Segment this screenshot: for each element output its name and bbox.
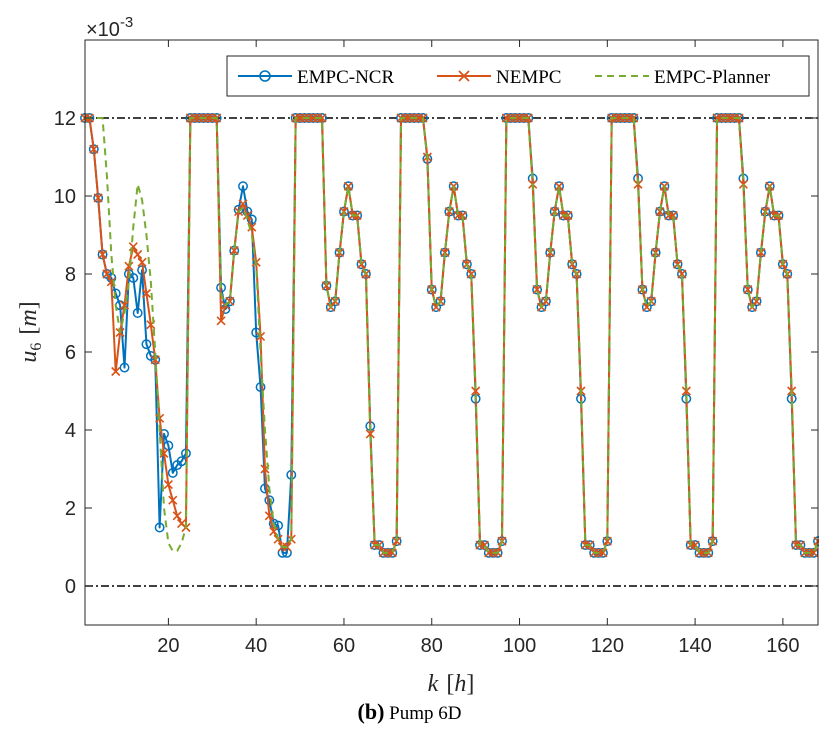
point-1-2 (89, 144, 99, 154)
point-1-166 (809, 548, 819, 558)
point-1-13 (137, 257, 147, 267)
point-1-82 (440, 247, 450, 258)
point-1-134 (668, 210, 678, 221)
point-0-38 (246, 214, 257, 225)
point-1-86 (457, 210, 468, 221)
point-1-136 (677, 269, 687, 279)
point-0-17 (154, 522, 165, 533)
y-tick-label-4: 8 (65, 264, 76, 286)
legend-box (226, 55, 810, 97)
point-1-63 (356, 259, 367, 269)
point-1-19 (163, 480, 173, 490)
plot-background (85, 40, 818, 625)
caption-text: Pump 6D (389, 703, 462, 724)
y-tick-label-0: 0 (65, 576, 76, 598)
point-0-42 (264, 495, 275, 506)
y-multiplier: ×10-3 (86, 14, 133, 41)
point-0-18 (159, 428, 169, 439)
point-1-5 (102, 269, 112, 279)
point-1-10 (124, 261, 134, 271)
point-1-20 (168, 495, 178, 505)
constraint-lines (85, 117, 818, 587)
point-0-14 (141, 339, 152, 350)
point-1-89 (471, 386, 481, 396)
point-1-108 (554, 181, 564, 191)
point-1-70 (387, 548, 397, 558)
point-0-45 (277, 547, 288, 558)
point-1-4 (97, 249, 108, 260)
point-1-3 (93, 193, 103, 203)
x-tick-label-1: 40 (245, 635, 267, 657)
x-axis-label: k [h] (428, 671, 475, 695)
point-1-34 (229, 246, 239, 256)
point-0-12 (132, 308, 143, 318)
point-0-46 (281, 547, 292, 558)
point-1-7 (111, 366, 121, 377)
x-tick-label-6: 140 (678, 635, 711, 657)
point-1-118 (598, 548, 608, 558)
x-tick-label-4: 100 (503, 635, 536, 657)
y-axis-label: u6[m] (16, 301, 45, 362)
point-1-36 (238, 199, 248, 209)
point-1-21 (172, 511, 182, 521)
point-1-151 (743, 285, 753, 295)
point-1-131 (655, 207, 665, 217)
chart-svg: 20 40 60 80 100 120 140 160 0 2 4 6 8 10 12 ×10-3 u6[… (16, 14, 819, 695)
series-2 (85, 117, 819, 554)
point-0-20 (167, 467, 178, 478)
x-tick-label-7: 160 (766, 635, 799, 657)
legend-marker-nempc (458, 70, 470, 82)
legend-marker-empc-ncr (259, 70, 271, 82)
legend-label-nempc: NEMPC (496, 67, 561, 88)
y-tick-label-1: 2 (65, 498, 76, 520)
series-layer (80, 113, 819, 558)
x-tick-label-0: 20 (157, 635, 179, 657)
point-1-137 (681, 386, 691, 396)
y-tick-label-2: 4 (65, 420, 76, 442)
plot-frame (84, 39, 819, 626)
point-0-36 (238, 181, 248, 192)
point-1-65 (365, 429, 375, 439)
point-1-31 (216, 316, 226, 326)
point-1-154 (756, 247, 766, 258)
x-ticks: 20 40 60 80 100 120 140 160 (157, 40, 800, 657)
point-1-14 (141, 288, 152, 299)
point-1-153 (751, 296, 762, 306)
point-1-9 (119, 300, 130, 310)
point-1-103 (532, 285, 542, 295)
figure-caption: (b) Pump 6D (0, 699, 819, 725)
legend-label-empc-planner: EMPC-Planner (654, 67, 771, 88)
point-1-71 (392, 536, 402, 546)
y-tick-label-6: 12 (54, 108, 76, 130)
point-1-119 (602, 536, 612, 546)
y-ticks: 0 2 4 6 8 10 12 (54, 108, 818, 598)
y-tick-label-3: 6 (65, 342, 76, 364)
x-tick-label-2: 60 (333, 635, 355, 657)
x-tick-label-3: 80 (421, 635, 443, 657)
caption-label: (b) (357, 699, 385, 724)
x-tick-label-5: 120 (591, 635, 624, 657)
point-1-55 (321, 281, 331, 291)
series-line-2 (85, 117, 819, 554)
point-0-40 (255, 382, 266, 393)
point-1-139 (690, 540, 700, 550)
y-tick-label-5: 10 (54, 186, 76, 208)
point-1-105 (541, 296, 551, 306)
point-1-12 (133, 249, 143, 260)
point-1-54 (317, 113, 327, 123)
point-1-88 (466, 269, 476, 279)
point-0-9 (119, 362, 130, 373)
point-1-60 (343, 181, 353, 191)
legend: EMPC-NCR NEMPC EMPC-Planner (226, 55, 810, 97)
point-1-91 (479, 540, 489, 550)
legend-label-empc-ncr: EMPC-NCR (297, 67, 394, 88)
